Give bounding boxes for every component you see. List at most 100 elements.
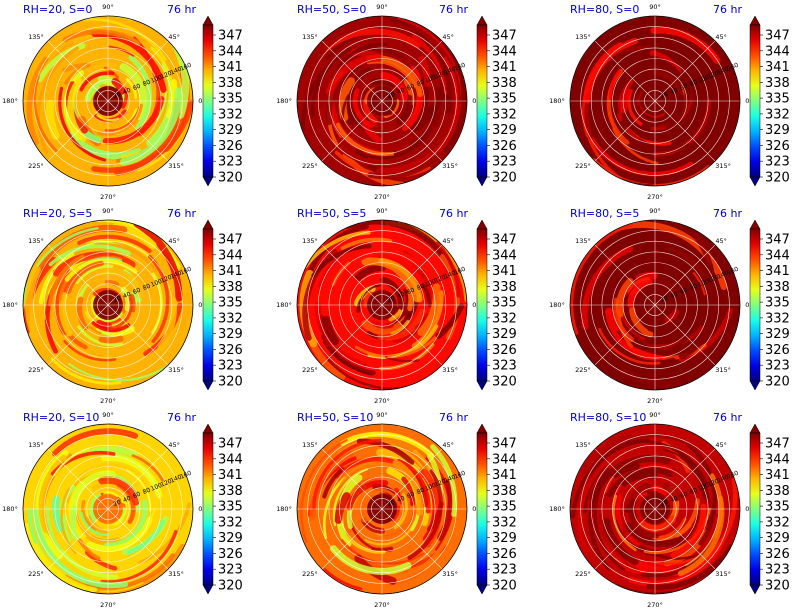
field-band xyxy=(585,312,687,383)
field-band xyxy=(628,512,660,539)
colorbar-tick-label: 338 xyxy=(218,484,243,499)
angle-label: 0° xyxy=(198,505,205,513)
angle-label: 315° xyxy=(715,162,731,170)
angle-label: 135° xyxy=(302,441,318,449)
colorbar-extend-top xyxy=(202,219,214,230)
panel-time: 76 hr xyxy=(167,411,196,424)
field-band xyxy=(50,357,122,385)
radial-label: 20 xyxy=(386,295,396,304)
radial-label: 60 xyxy=(406,83,416,92)
grid-spoke xyxy=(47,40,109,102)
angle-label: 90° xyxy=(649,207,661,215)
field-band xyxy=(401,476,415,507)
angle-label: 180° xyxy=(549,97,565,105)
field-band xyxy=(101,454,163,499)
field-band xyxy=(319,314,331,348)
radial-label: 40 xyxy=(669,495,679,504)
angle-label: 225° xyxy=(28,570,44,578)
field-band xyxy=(650,26,721,64)
angle-label: 90° xyxy=(649,411,661,419)
field-band xyxy=(352,88,375,128)
colorbar-tick-label: 341 xyxy=(492,468,517,483)
field-band xyxy=(654,57,681,77)
angle-label: 135° xyxy=(575,237,591,245)
field-band xyxy=(61,514,72,543)
angle-label: 180° xyxy=(549,301,565,309)
colorbar-tick-label: 332 xyxy=(492,311,517,326)
radial-label: 100 xyxy=(697,278,710,289)
colorbar-tick-label: 323 xyxy=(218,359,243,374)
angle-label: 315° xyxy=(442,162,458,170)
panel-title: RH=80, S=5 xyxy=(570,207,640,220)
polar-plot: 90°45°0°315°270°225°180°135°20 40 60 801001… xyxy=(549,411,790,609)
radial-label: 140 xyxy=(443,270,456,281)
field-band xyxy=(384,356,420,363)
colorbar-tick-label: 335 xyxy=(218,296,243,311)
grid-spoke xyxy=(107,304,169,366)
colorbar-tick-label: 338 xyxy=(218,76,243,91)
plot-border xyxy=(22,423,194,595)
radial-label: 160 xyxy=(179,470,192,481)
panel-title: RH=20, S=5 xyxy=(23,207,93,220)
colorbar-tick-label: 341 xyxy=(765,264,790,279)
field-band xyxy=(673,89,679,109)
colorbar-tick-label: 344 xyxy=(218,452,243,467)
field-band xyxy=(120,87,183,166)
radial-label: 80 xyxy=(689,79,699,88)
colorbar-tick-label: 347 xyxy=(218,233,243,248)
colorbar-tick-label: 326 xyxy=(218,139,243,154)
radial-label: 140 xyxy=(716,270,729,281)
field-band xyxy=(111,77,126,95)
field-band xyxy=(678,307,733,362)
angle-label: 90° xyxy=(102,411,114,419)
colorbar-tick-label: 329 xyxy=(765,327,790,342)
field-band xyxy=(323,28,421,52)
radial-label: 40 xyxy=(396,291,406,300)
colorbar-tick-label: 344 xyxy=(218,44,243,59)
angle-label: 270° xyxy=(100,193,116,201)
panel-time: 76 hr xyxy=(439,3,468,16)
field-band xyxy=(597,112,613,155)
polar-plot: 90°45°0°315°270°225°180°135°20 40 60 801001… xyxy=(276,411,517,609)
radial-label: 120 xyxy=(160,70,173,81)
radial-label: 100 xyxy=(150,74,163,85)
field-band xyxy=(396,458,431,514)
angle-label: 270° xyxy=(647,193,663,201)
radial-label: 80 xyxy=(416,487,426,496)
field-band xyxy=(98,335,124,344)
field-band xyxy=(635,271,658,282)
grid-spoke xyxy=(381,40,443,102)
plot-border xyxy=(569,423,741,595)
colorbar-tick-label: 344 xyxy=(218,248,243,263)
field-band xyxy=(412,104,436,132)
field-band xyxy=(629,306,654,338)
field-band xyxy=(52,495,65,533)
colorbar-tick-label: 320 xyxy=(492,579,517,594)
angle-label: 0° xyxy=(198,97,205,105)
radial-label: 40 xyxy=(122,291,132,300)
field-band xyxy=(437,479,455,541)
radial-label: 160 xyxy=(453,470,466,481)
field-band xyxy=(593,472,626,572)
angle-label: 0° xyxy=(745,505,752,513)
panel-time: 76 hr xyxy=(713,207,742,220)
colorbar-tick-label: 332 xyxy=(492,515,517,530)
field-band xyxy=(63,339,117,362)
polar-plot: 90°45°0°315°270°225°180°135°20 40 60 801001… xyxy=(549,3,790,201)
radial-label: 60 xyxy=(679,491,689,500)
radial-label: 160 xyxy=(726,62,739,73)
field-band xyxy=(339,115,410,152)
radial-label: 100 xyxy=(150,482,163,493)
field-band xyxy=(620,368,685,388)
field-band xyxy=(363,491,381,502)
field-band xyxy=(340,237,393,251)
field-band xyxy=(62,29,141,46)
grid-spoke xyxy=(107,508,169,570)
polar-plot: 90°45°0°315°270°225°180°135°20 40 60 801001… xyxy=(2,411,243,609)
colorbar xyxy=(749,432,761,586)
colorbar xyxy=(476,432,488,586)
radial-label: 20 xyxy=(659,295,669,304)
field-band xyxy=(393,492,408,530)
grid-spoke xyxy=(654,508,716,570)
